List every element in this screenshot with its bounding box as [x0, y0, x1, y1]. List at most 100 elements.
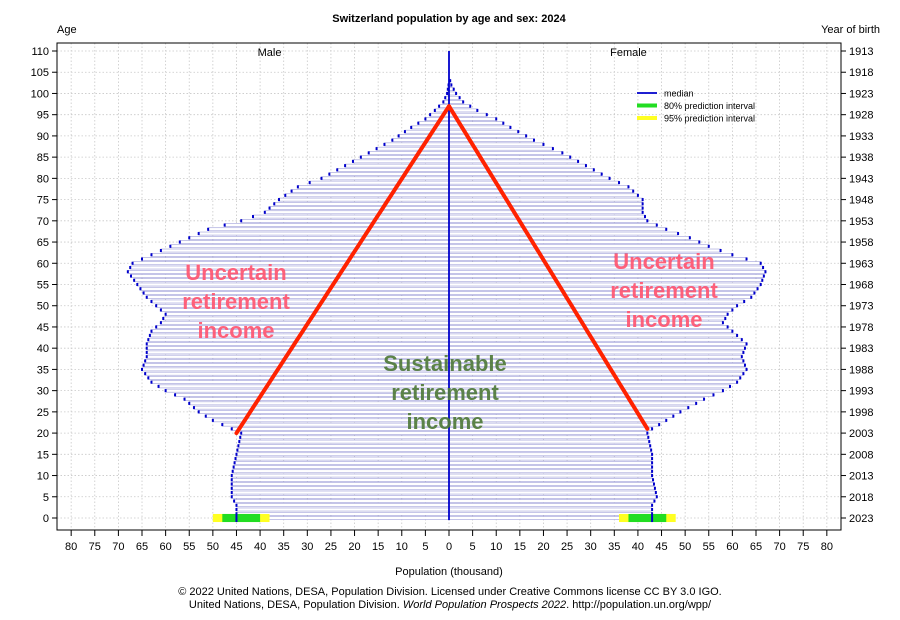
x-tick-label: 80	[821, 541, 833, 553]
year-tick-label: 1953	[849, 216, 873, 228]
left-annotation-line: income	[197, 318, 274, 343]
credit-line-1: © 2022 United Nations, DESA, Population …	[178, 586, 722, 598]
year-tick-label: 1963	[849, 258, 873, 270]
x-tick-label: 15	[514, 541, 526, 553]
right-annotation: Uncertain retirement income	[610, 249, 718, 332]
x-tick-label: 35	[278, 541, 290, 553]
male-bar	[231, 478, 450, 482]
right-annotation-line: Uncertain	[613, 249, 714, 274]
x-tick-label: 45	[655, 541, 667, 553]
male-bar	[336, 168, 450, 172]
center-annotation: Sustainable retirement income	[383, 351, 506, 434]
x-tick-label: 20	[348, 541, 360, 553]
center-annotation-line: income	[406, 409, 483, 434]
male-bar	[232, 469, 450, 474]
legend-label: median	[664, 89, 694, 99]
female-bar	[448, 206, 643, 210]
male-bar	[170, 244, 450, 249]
female-bar	[448, 197, 643, 202]
age-tick-label: 20	[37, 428, 49, 440]
male-bar	[264, 210, 450, 215]
x-tick-label: 80	[65, 541, 77, 553]
female-label: Female	[610, 47, 647, 59]
left-axis-title: Age	[57, 24, 77, 36]
male-bar	[236, 503, 450, 508]
female-bar	[448, 104, 471, 108]
right-annotation-line: income	[625, 307, 702, 332]
female-bar	[448, 210, 643, 215]
year-tick-label: 2008	[849, 449, 873, 461]
age-tick-label: 45	[37, 322, 49, 334]
female-bar	[448, 482, 655, 486]
female-bar	[448, 448, 652, 452]
female-bar	[448, 435, 649, 440]
female-bar	[448, 227, 667, 232]
female-bar	[448, 444, 651, 448]
age-tick-label: 30	[37, 386, 49, 398]
male-bar	[198, 231, 450, 236]
female-bar	[448, 231, 679, 236]
age-tick-label: 80	[37, 173, 49, 185]
year-tick-label: 1923	[849, 88, 873, 100]
left-annotation-line: retirement	[182, 289, 290, 314]
male-bar	[278, 197, 450, 202]
male-bar	[236, 452, 450, 457]
age-tick-label: 60	[37, 258, 49, 270]
male-bar	[425, 117, 450, 121]
male-bar	[148, 376, 450, 380]
age-tick-label: 75	[37, 195, 49, 207]
female-bar	[448, 163, 587, 168]
female-bar	[448, 405, 689, 410]
credit-line-2: United Nations, DESA, Population Divisio…	[0, 599, 900, 611]
year-tick-label: 2003	[849, 428, 873, 440]
age-tick-label: 85	[37, 152, 49, 164]
male-bar	[231, 473, 450, 478]
male-bar	[269, 206, 450, 210]
year-tick-label: 1968	[849, 280, 873, 292]
male-bar	[240, 219, 450, 223]
female-bar	[448, 125, 511, 130]
x-tick-label: 60	[160, 541, 172, 553]
male-bar	[398, 134, 450, 138]
male-bar	[297, 185, 450, 189]
female-bar	[448, 333, 738, 338]
right-axis-title: Year of birth	[821, 24, 880, 36]
axis-ticks: 80 75 70 65 60 55 50 45 40 35 30 25 20 15 10 5 0 5 10 15 20 2…	[31, 46, 874, 553]
female-bar	[448, 244, 710, 249]
x-tick-label: 65	[136, 541, 148, 553]
male-bar	[360, 155, 450, 159]
year-tick-label: 1913	[849, 46, 873, 58]
male-bar	[410, 125, 450, 130]
x-tick-label: 60	[726, 541, 738, 553]
age-tick-label: 100	[31, 88, 49, 100]
female-bar	[448, 100, 464, 104]
female-bar	[448, 146, 554, 151]
x-tick-label: 30	[301, 541, 313, 553]
female-bar	[448, 452, 653, 457]
x-tick-label: 70	[773, 541, 785, 553]
center-annotation-line: retirement	[391, 380, 499, 405]
x-tick-label: 5	[470, 541, 476, 553]
female-bar	[448, 185, 629, 189]
female-bar	[448, 193, 639, 198]
credit-publication: World Population Prospects 2022	[402, 599, 567, 611]
year-tick-label: 1998	[849, 407, 873, 419]
female-bar	[448, 189, 634, 193]
female-bar	[448, 265, 764, 270]
male-bar	[309, 180, 450, 185]
female-bar	[448, 478, 654, 482]
female-bar	[448, 376, 741, 380]
age-tick-label: 40	[37, 343, 49, 355]
male-label: Male	[258, 47, 282, 59]
male-bar	[146, 346, 450, 350]
year-tick-label: 1993	[849, 386, 873, 398]
male-bar	[392, 138, 450, 142]
x-tick-label: 50	[679, 541, 691, 553]
bars	[126, 51, 767, 521]
x-tick-label: 35	[608, 541, 620, 553]
female-bar	[448, 486, 656, 491]
female-bar	[448, 155, 571, 159]
female-bar	[448, 236, 691, 240]
male-bar	[239, 435, 450, 440]
legend-label: 95% prediction interval	[664, 114, 755, 124]
